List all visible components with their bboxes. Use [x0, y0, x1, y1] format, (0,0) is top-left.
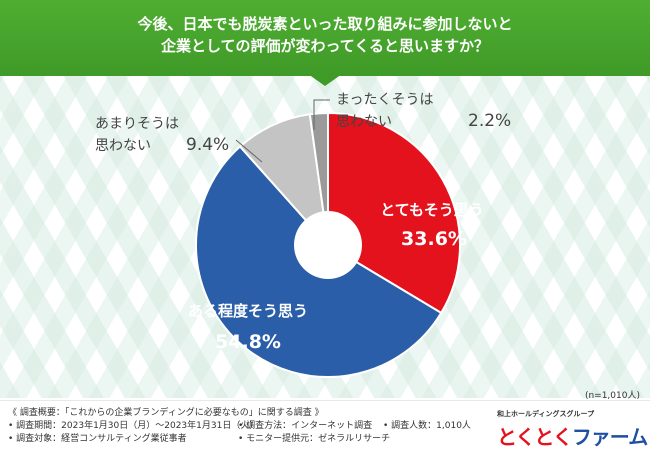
- sample-size: (n=1,010人): [584, 391, 640, 401]
- slice-label-not-at-all-line1: まったくそうは: [336, 92, 433, 108]
- chart-title-banner: 今後、日本でも脱炭素といった取り組みに参加しないと 企業としての評価が変わってく…: [0, 0, 650, 76]
- brand-logo: とくとくファーム: [497, 421, 648, 450]
- slice-value-not-at-all: 2.2%: [468, 111, 511, 131]
- title-line-1: 今後、日本でも脱炭素といった取り組みに参加しないと: [137, 15, 513, 33]
- survey-target: • 調査対象：経営コンサルティング業従事者: [8, 434, 187, 444]
- leader-line-not-at-all: [313, 99, 330, 130]
- slice-label-very-much: とてもそう思う: [380, 201, 484, 219]
- survey-provider: • モニター提供元：ゼネラルリサーチ: [238, 434, 391, 444]
- brand-name-red: とくとく: [497, 425, 573, 449]
- donut-hole: [294, 211, 362, 279]
- slice-very-much: [327, 111, 461, 315]
- leader-line-not-much: [235, 139, 263, 163]
- slice-label-somewhat: ある程度そう思う: [188, 302, 308, 320]
- slice-value-not-much: 9.4%: [186, 135, 229, 155]
- title-line-2: 企業としての評価が変わってくると思いますか？: [160, 37, 490, 55]
- survey-method: • 調査方法：インターネット調査: [238, 421, 373, 431]
- banner-pointer: [308, 74, 342, 86]
- slice-not-much: [238, 113, 330, 249]
- slice-label-not-at-all-line2: 思わない: [336, 114, 392, 130]
- slice-label-not-much-line2: 思わない: [95, 138, 151, 154]
- brand-subtitle: 和上ホールディングスグループ: [497, 410, 595, 418]
- slice-label-not-much-line1: あまりそうは: [95, 116, 179, 132]
- survey-count: • 調査人数：1,010人: [383, 421, 471, 431]
- slice-value-very-much: 33.6%: [401, 228, 467, 250]
- brand-name-blue: ファーム: [571, 425, 648, 449]
- survey-period: • 調査期間：2023年1月30日（月）～2023年1月31日（火）: [8, 421, 259, 431]
- survey-overview: 《 調査概要：「これからの企業ブランディングに必要なもの」に関する調査 》: [8, 408, 324, 418]
- survey-footer: 《 調査概要：「これからの企業ブランディングに必要なもの」に関する調査 》 • …: [0, 400, 650, 451]
- slice-value-somewhat: 54.8%: [215, 331, 281, 353]
